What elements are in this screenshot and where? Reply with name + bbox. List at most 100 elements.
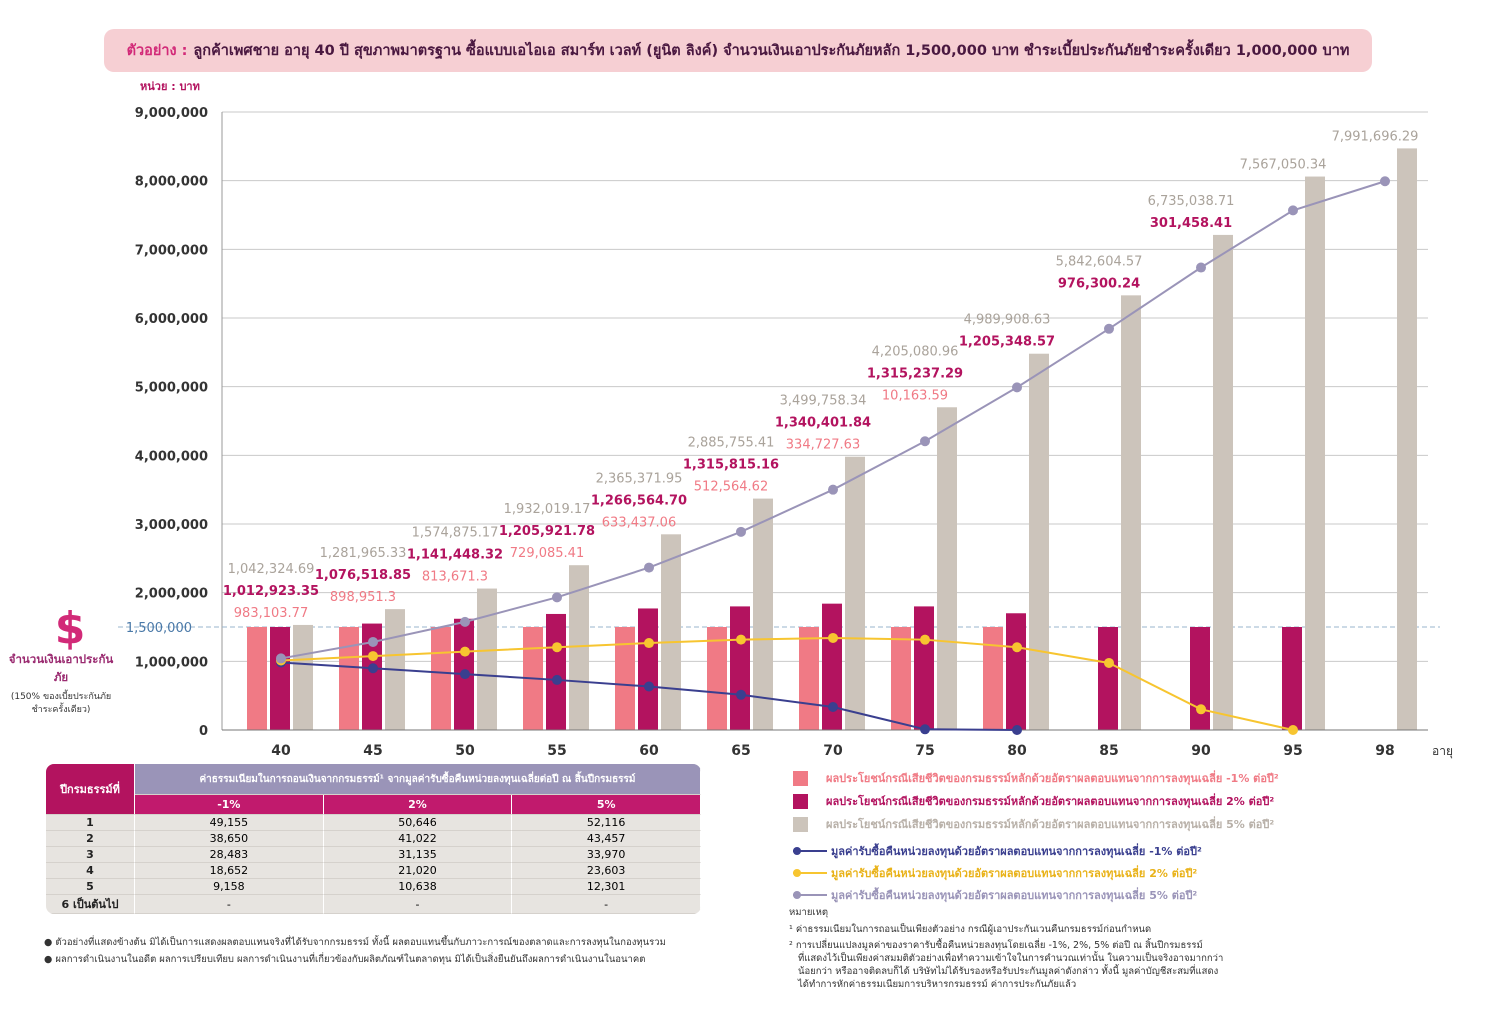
point-2 [460,646,470,657]
bar-minus1 [983,627,1003,730]
point-5 [1104,323,1114,334]
legend-label-bar-2: ผลประโยชน์กรณีเสียชีวิตของกรมธรรม์หลักด้… [826,795,1275,808]
dollar-icon: $ [55,603,86,654]
bar-2 [1282,627,1302,730]
point-2 [1104,657,1114,668]
footnote-2b: ที่แสดงไว้เป็นเพียงค่าสมมติตัวอย่างเพื่อ… [798,953,1224,964]
point-minus1 [552,674,562,685]
bar-minus1 [615,627,635,730]
bar-5 [1305,176,1325,731]
data-label: 1,932,019.17 [504,502,591,517]
table-row: 1 49,155 50,646 52,116 [46,815,701,831]
bar-minus1 [339,627,359,730]
data-label: 2,885,755.41 [688,436,775,451]
bar-2 [638,608,658,730]
data-label: 729,085.41 [510,546,584,561]
table-year-header: ปีกรมธรรม์ที่ [46,764,135,815]
data-label: 301,458.41 [1150,216,1232,231]
data-label: 1,281,965.33 [320,546,407,561]
point-minus1 [368,663,378,674]
sum-assured-subtitle: (150% ของเบี้ยประกันภัย ชำระครั้งเดียว) [10,692,112,715]
point-minus1 [920,724,930,735]
data-label: 976,300.24 [1058,276,1140,291]
point-2 [368,651,378,662]
table-cell: 41,022 [323,831,513,847]
legend-label-bar-minus1: ผลประโยชน์กรณีเสียชีวิตของกรมธรรม์หลักด้… [826,772,1279,785]
table-cell-year: 6 เป็นต้นไป [46,895,135,914]
legend-label-bar-5: ผลประโยชน์กรณีเสียชีวิตของกรมธรรม์หลักด้… [826,818,1275,831]
table-cell: 18,652 [135,863,324,879]
legend-bar-minus1: ผลประโยชน์กรณีเสียชีวิตของกรมธรรม์หลักด้… [793,769,1483,787]
data-label: 1,266,564.70 [591,493,687,508]
table-row: 2 38,650 41,022 43,457 [46,831,701,847]
table-cell: 50,646 [323,815,513,831]
point-5 [644,562,654,573]
data-label: 813,671.3 [422,570,488,585]
point-2 [736,634,746,645]
table-cell: 10,638 [323,879,513,895]
bar-minus1 [799,627,819,730]
data-label: 1,315,815.16 [683,458,779,473]
table-cell-year: 3 [46,847,135,863]
table-cell-year: 2 [46,831,135,847]
data-label: 633,437.06 [602,515,676,530]
table-cell: 49,155 [135,815,324,831]
data-label: 4,989,908.63 [964,313,1051,328]
point-5 [920,436,930,447]
x-tick-label: 90 [1191,743,1211,759]
footnotes-title: หมายเหตุ [789,907,829,918]
point-minus1 [828,702,838,713]
bar-2 [546,613,566,730]
table-cell: 28,483 [135,847,324,863]
bar-2 [914,606,934,730]
unit-label: หน่วย : บาท [140,80,200,93]
point-5 [460,616,470,627]
x-tick-label: 45 [363,743,382,759]
bar-5 [845,456,865,730]
point-5 [828,484,838,495]
data-label: 6,735,038.71 [1148,194,1235,209]
data-label: 5,842,604.57 [1056,254,1143,269]
withdrawal-fee-table: ปีกรมธรรม์ที่ ค่าธรรมเนียมในการถอนเงินจา… [46,764,701,914]
legend-swatch-bar-2 [793,793,808,809]
legend-line-2: มูลค่ารับซื้อคืนหน่วยลงทุนด้วยอัตราผลตอบ… [793,864,1483,882]
data-label: 7,991,696.29 [1332,129,1419,144]
point-2 [828,632,838,643]
x-tick-label: 95 [1283,743,1302,759]
bar-5 [293,624,313,730]
table-cell: 21,020 [323,863,513,879]
bar-2 [362,623,382,730]
legend-label-line-minus1: มูลค่ารับซื้อคืนหน่วยลงทุนด้วยอัตราผลตอบ… [831,845,1202,858]
disclaimer-1: ● ตัวอย่างที่แสดงข้างต้น มิได้เป็นการแสด… [44,937,666,948]
data-label: 1,012,923.35 [223,584,319,599]
table-cell: 31,135 [323,847,513,863]
table-col-5: 5% [512,795,701,815]
table-cell: 23,603 [512,863,701,879]
data-label: 10,163.59 [882,388,948,403]
point-minus1 [460,669,470,680]
point-5 [1380,176,1390,187]
legend-label-line-2: มูลค่ารับซื้อคืนหน่วยลงทุนด้วยอัตราผลตอบ… [831,867,1198,880]
table-top-header: ค่าธรรมเนียมในการถอนเงินจากกรมธรรม์¹ จาก… [135,764,701,795]
bar-minus1 [247,627,267,730]
table-cell: - [323,895,513,914]
disclaimer-notes: ● ตัวอย่างที่แสดงข้างต้น มิได้เป็นการแสด… [44,934,744,968]
point-5 [1196,262,1206,273]
data-label: 2,365,371.95 [596,471,683,486]
table-cell: 33,970 [512,847,701,863]
bar-minus1 [707,627,727,730]
legend-swatch-bar-5 [793,816,808,832]
data-label: 3,499,758.34 [780,394,867,409]
data-label: 1,205,348.57 [959,335,1055,350]
disclaimer-2: ● ผลการดำเนินงานในอดีต ผลการเปรียบเทียบ … [44,954,646,965]
y-tick-label: 8,000,000 [135,175,208,190]
table-row: 3 28,483 31,135 33,970 [46,847,701,863]
y-tick-label: 4,000,000 [135,449,208,464]
y-tick-label: 6,000,000 [135,312,208,327]
sum-assured-title: จำนวนเงินเอาประกันภัย [8,652,114,684]
x-tick-label: 85 [1099,743,1118,759]
data-label: 983,103.77 [234,606,308,621]
x-tick-label: 65 [731,743,750,759]
y-tick-label: 7,000,000 [135,243,208,258]
sum-assured-caption: จำนวนเงินเอาประกันภัย (150% ของเบี้ยประก… [6,651,116,717]
